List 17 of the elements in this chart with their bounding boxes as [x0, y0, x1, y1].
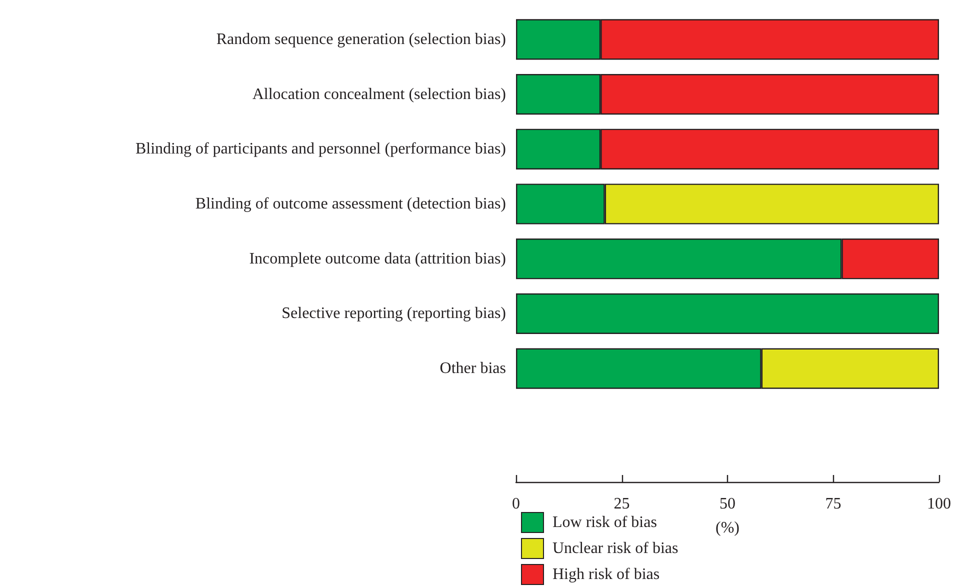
- x-tick-label: 0: [512, 496, 520, 512]
- y-tick-label: Allocation concealment (selection bias): [252, 86, 506, 103]
- x-axis-title: (%): [716, 520, 740, 536]
- x-tick-label: 25: [614, 496, 630, 512]
- legend-label: Unclear risk of bias: [552, 540, 678, 557]
- y-tick-label: Selective reporting (reporting bias): [282, 305, 506, 322]
- x-tick-label: 100: [927, 496, 951, 512]
- y-tick-label: Random sequence generation (selection bias): [216, 30, 506, 48]
- legend-label: Low risk of bias: [552, 514, 657, 531]
- bar: [516, 293, 939, 334]
- legend-label: High risk of bias: [552, 566, 660, 583]
- y-tick-label: Other bias: [440, 360, 506, 378]
- y-tick-label: Incomplete outcome data (attrition bias): [249, 250, 506, 268]
- y-tick-label: Blinding of participants and personnel (performance bias): [135, 140, 506, 158]
- y-tick-label: Blinding of outcome assessment (detection bias): [195, 196, 506, 212]
- x-tick-label: 75: [825, 496, 842, 512]
- x-tick-label: 50: [720, 496, 736, 512]
